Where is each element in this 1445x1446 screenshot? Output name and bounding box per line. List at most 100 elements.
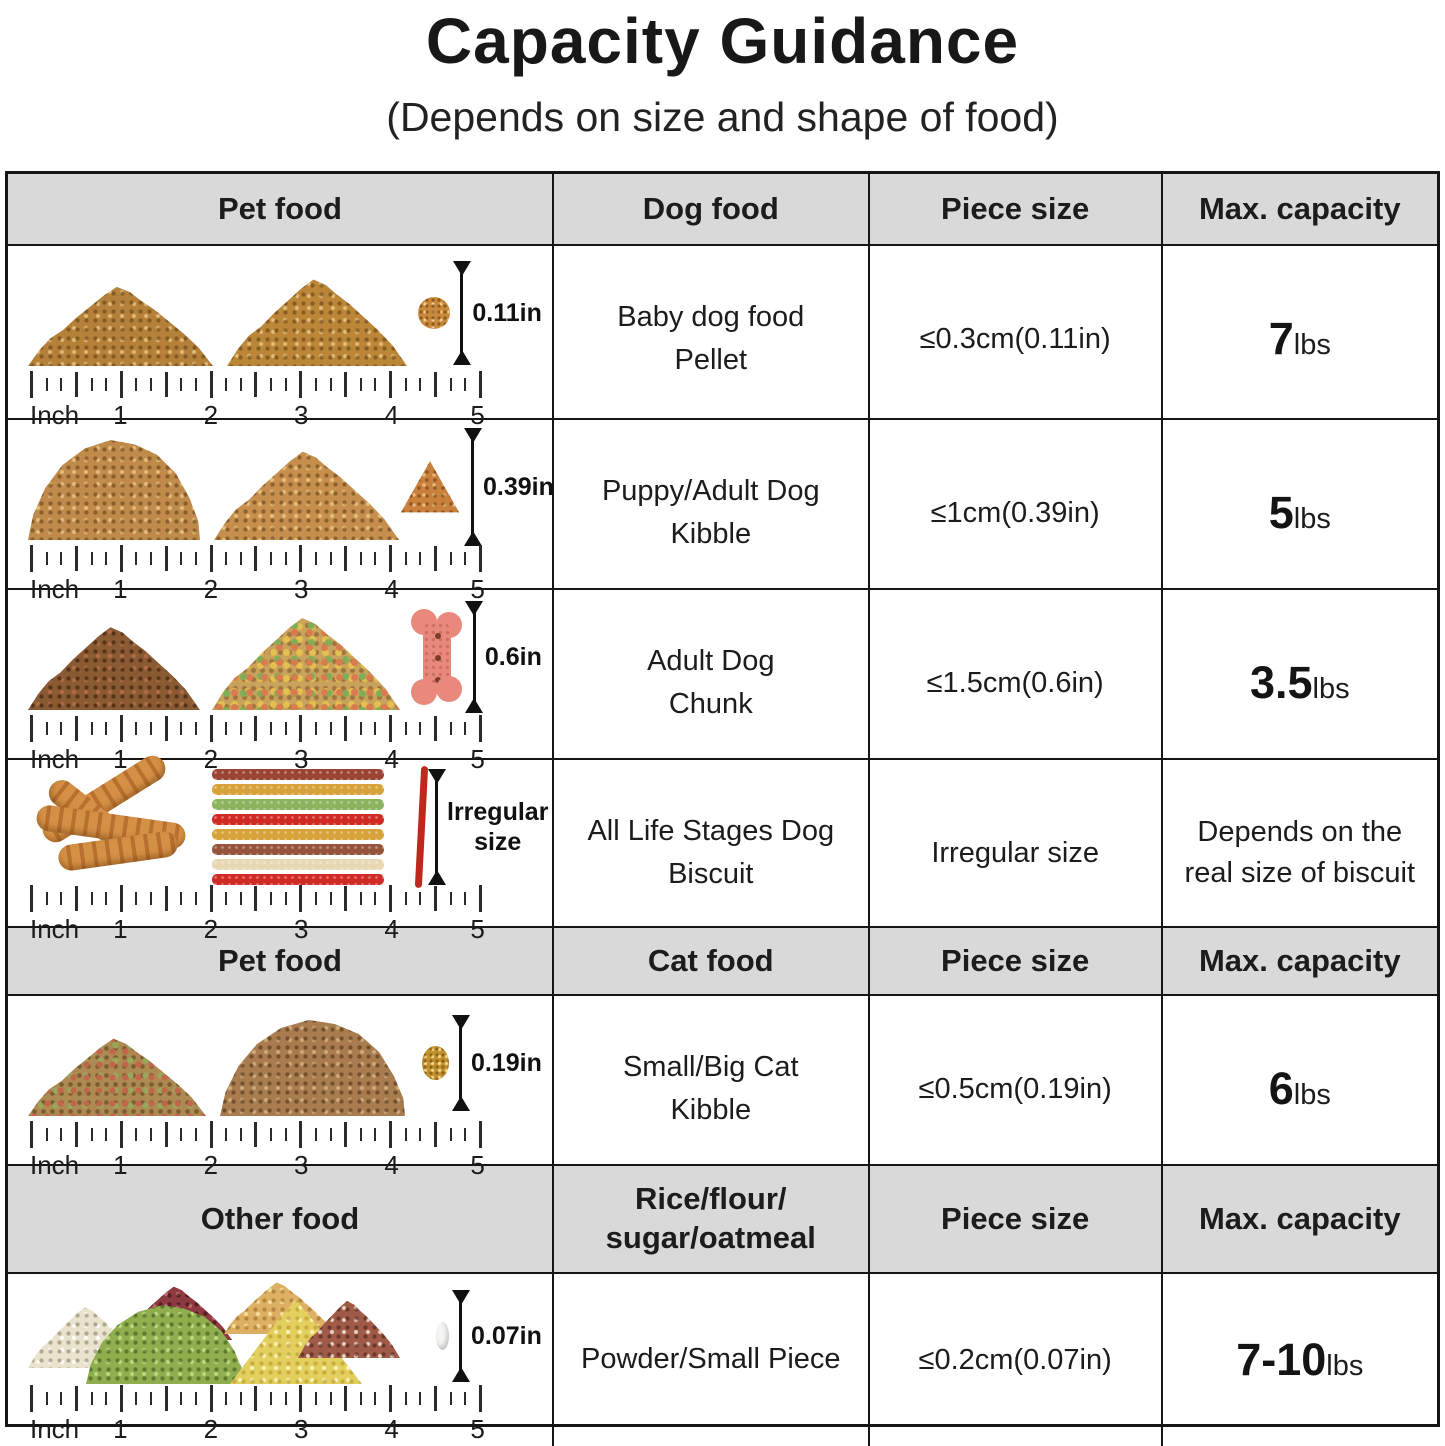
inch-ruler: Inch 1 2 3 4 5 [30,1121,485,1180]
ruler-unit-label: Inch [30,400,80,430]
ruler-mark-label: 3 [293,400,309,430]
ruler-tick [344,1122,348,1147]
ruler-tick [433,1122,437,1147]
ruler-tick [105,1392,108,1405]
size-measure: 0.11in [418,261,542,365]
ruler-tick [135,1392,138,1405]
ruler-tick [180,552,183,565]
ruler-tick [119,1121,123,1148]
ruler-tick [105,1128,108,1141]
capacity-value: 5 [1268,487,1294,538]
header-cell-pet-food: Pet food [8,928,554,994]
table-row-powder-small-piece: 0.07in Inch 1 2 3 4 5 Powder/Small Piece ≤0.2… [8,1274,1437,1446]
table-row-cat-kibble: 0.19in Inch 1 2 3 4 5 Small/Big Cat Kibble ≤0… [8,996,1437,1182]
food-image-cell: 0.19in Inch 1 2 3 4 5 [8,996,554,1182]
inch-ruler: Inch 1 2 3 4 5 [30,545,485,604]
measure-label: lrregular size [447,798,549,856]
ruler-tick [464,1392,467,1405]
ruler-tick [254,1122,258,1147]
ruler-tick [30,371,33,398]
food-name-line2: Pellet [674,344,748,376]
ruler-tick [239,892,242,905]
ruler-tick [478,1121,482,1148]
ruler-tick [478,545,482,572]
ruler-mark-label: 2 [203,574,219,604]
ruler-tick [60,892,63,905]
ruler-tick [314,378,317,391]
food-name-line2: Chunk [668,688,753,720]
ruler-tick [419,378,422,391]
ruler-tick [284,378,287,391]
ruler-tick [464,892,467,905]
ruler-tick [374,378,377,391]
piece-size-cell: Irregular size [870,760,1163,946]
size-measure: lrregular size [425,769,548,885]
ruler-tick [270,378,272,391]
table-row-puppy-adult-kibble: 0.39in Inch 1 2 3 4 5 Puppy/Adult Dog Kibble … [8,420,1437,606]
ruler-tick [389,545,392,572]
ruler-tick [359,552,362,565]
ruler-tick [389,1121,392,1148]
ruler-tick [209,545,213,572]
ruler-tick [344,546,348,571]
ruler-tick [225,722,228,735]
ruler-tick [314,722,317,735]
ruler-tick [419,1128,422,1141]
ruler-tick [74,546,78,571]
capacity-unit: lbs [1312,673,1350,705]
header-cell-rice-flour: Rice/flour/ sugar/oatmeal [553,1166,870,1272]
ruler-tick [74,1122,78,1147]
ruler-tick [239,1128,242,1141]
ruler-tick [449,378,452,391]
food-image-cell: lrregular size Inch 1 2 3 4 5 [8,750,554,946]
ruler-tick [299,885,303,912]
ruler-tick [180,378,183,391]
ruler-tick [344,1386,348,1411]
ruler-tick [30,885,33,912]
header-cell-other-food: Other food [8,1166,554,1272]
ruler-tick [374,552,377,565]
ruler-tick [329,552,332,565]
ruler-tick [374,1392,377,1405]
ruler-tick [90,378,93,391]
ruler-tick [419,1392,422,1405]
header-cell-cat-food: Cat food [553,928,870,994]
ruler-tick [270,892,272,905]
ruler-mark-label: 4 [384,574,399,604]
inch-ruler: Inch 1 2 3 4 5 [30,885,485,944]
ruler-mark-label: 5 [470,914,485,944]
ruler-tick [164,886,168,911]
capacity-cell: 7 lbs [1163,246,1437,432]
ruler-tick [299,545,303,572]
ruler-tick [180,892,183,905]
piece-size-cell: ≤0.3cm(0.11in) [870,246,1163,432]
ruler-tick [433,886,437,911]
table-header-other-food: Other food Rice/flour/ sugar/oatmeal Pie… [8,1166,1437,1274]
ruler-tick [119,1385,123,1412]
ruler-mark-label: 1 [113,914,128,944]
capacity-unit: lbs [1293,1079,1331,1111]
ruler-mark-label: 4 [384,400,399,430]
kibble-piece-image [422,1046,449,1080]
ruler-tick [374,1128,377,1141]
ruler-tick [225,892,228,905]
ruler-tick [150,722,152,735]
ruler-tick [419,552,422,565]
ruler-mark-label: 4 [384,914,399,944]
capacity-unit: lbs [1326,1350,1364,1382]
ruler-tick [225,378,228,391]
size-measure: 0.39in [399,428,554,546]
measure-label: 0.11in [472,298,542,327]
ruler-mark-label: 5 [470,744,485,774]
ruler-tick [150,552,152,565]
food-visual: 0.07in [28,1282,546,1384]
ruler-tick [180,1128,183,1141]
ruler-tick [284,892,287,905]
ruler-tick [464,378,467,391]
ruler-tick [90,1128,93,1141]
ruler-tick [464,722,467,735]
ruler-tick [150,892,152,905]
header-cell-pet-food: Pet food [8,174,554,244]
ruler-tick [30,545,33,572]
ruler-tick [314,552,317,565]
